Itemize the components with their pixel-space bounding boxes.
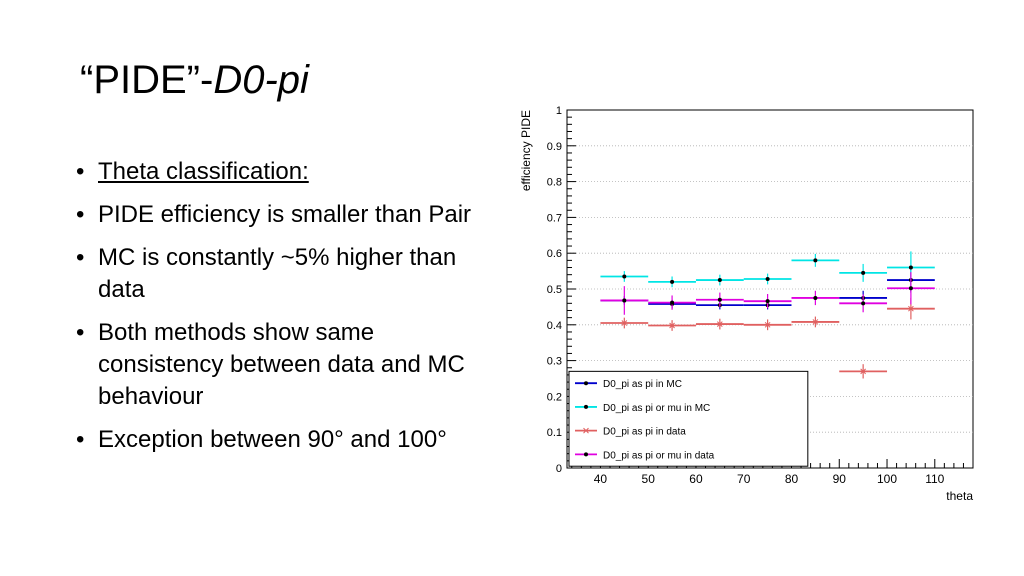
data-point xyxy=(717,297,722,302)
y-tick-label: 0.6 xyxy=(547,248,562,260)
legend-marker xyxy=(584,381,588,386)
y-tick-label: 0.2 xyxy=(547,391,562,403)
y-tick-label: 0.4 xyxy=(547,320,562,332)
bullet-list: • Theta classification: • PIDE efficiency … xyxy=(76,156,506,467)
y-tick-label: 0 xyxy=(556,463,562,475)
data-point xyxy=(908,265,913,270)
data-point xyxy=(670,300,675,305)
series-group xyxy=(600,272,935,315)
x-tick-label: 90 xyxy=(833,472,847,486)
legend-marker xyxy=(583,427,589,434)
data-point xyxy=(669,322,675,329)
bullet-dot-icon: • xyxy=(76,158,85,185)
x-tick-label: 50 xyxy=(642,472,656,486)
legend-label: D0_pi as pi or mu in MC xyxy=(603,403,710,414)
bullet-item: • Theta classification: xyxy=(76,156,506,188)
y-tick-label: 0.3 xyxy=(547,356,562,368)
y-tick-label: 1 xyxy=(556,105,562,117)
data-point xyxy=(813,295,818,300)
x-tick-label: 100 xyxy=(877,472,897,486)
data-point xyxy=(765,299,770,304)
legend-marker xyxy=(584,404,588,409)
x-tick-label: 40 xyxy=(594,472,608,486)
legend-marker xyxy=(584,452,588,457)
bullet-text: Both methods show same consistency betwe… xyxy=(98,319,465,410)
slide-title-italic: D0-pi xyxy=(213,58,309,102)
data-point xyxy=(622,298,627,303)
slide-title: “PIDE”-D0-pi xyxy=(80,58,309,103)
x-tick-label: 60 xyxy=(689,472,703,486)
data-point xyxy=(813,258,818,263)
x-tick-label: 110 xyxy=(925,472,944,486)
y-tick-label: 0.9 xyxy=(547,141,562,153)
data-point xyxy=(812,319,819,325)
legend-label: D0_pi as pi in MC xyxy=(603,379,682,390)
x-tick-label: 70 xyxy=(737,472,751,486)
bullet-text: PIDE efficiency is smaller than Pair xyxy=(98,201,472,228)
data-point xyxy=(908,286,913,291)
bullet-text: Theta classification: xyxy=(98,158,309,185)
legend-label: D0_pi as pi in data xyxy=(603,427,686,438)
bullet-dot-icon: • xyxy=(76,244,85,271)
data-point xyxy=(764,321,771,328)
bullet-item: • PIDE efficiency is smaller than Pair xyxy=(76,199,506,231)
y-tick-label: 0.7 xyxy=(547,212,562,224)
bullet-item: • MC is constantly ~5% higher than data xyxy=(76,242,506,306)
y-tick-label: 0.5 xyxy=(547,284,562,296)
slide-title-main: “PIDE”- xyxy=(80,58,214,102)
bullet-item: • Exception between 90° and 100° xyxy=(76,424,506,456)
series-group xyxy=(600,297,935,379)
data-point xyxy=(908,305,914,312)
efficiency-chart: 0 0.1 0.2 0.3 0.4 0.5 0.6 0.7 0.8 0.9 1 40 50 60 70 80 9… xyxy=(519,105,974,503)
legend-box xyxy=(568,370,809,467)
y-tick-label: 0.8 xyxy=(547,177,562,189)
bullet-dot-icon: • xyxy=(76,319,85,346)
y-axis-label: efficiency PIDE xyxy=(519,110,533,191)
bullet-item: • Both methods show same consistency betw… xyxy=(76,317,506,413)
x-tick-label: 80 xyxy=(785,472,799,486)
data-point xyxy=(670,279,675,284)
data-point xyxy=(717,278,722,283)
x-axis-label: theta xyxy=(946,489,973,503)
series-group xyxy=(600,251,935,288)
bullet-dot-icon: • xyxy=(76,201,85,228)
data-point xyxy=(861,270,866,275)
bullet-text: MC is constantly ~5% higher than data xyxy=(98,244,457,303)
bullet-dot-icon: • xyxy=(76,426,85,453)
data-point xyxy=(621,320,628,326)
bullet-text: Exception between 90° and 100° xyxy=(98,426,447,453)
data-point xyxy=(861,301,866,306)
data-point xyxy=(716,321,723,327)
data-point xyxy=(765,276,770,281)
data-point xyxy=(622,274,627,279)
legend-label: D0_pi as pi or mu in data xyxy=(603,450,715,461)
y-tick-label: 0.1 xyxy=(547,427,562,439)
data-point xyxy=(860,368,866,375)
